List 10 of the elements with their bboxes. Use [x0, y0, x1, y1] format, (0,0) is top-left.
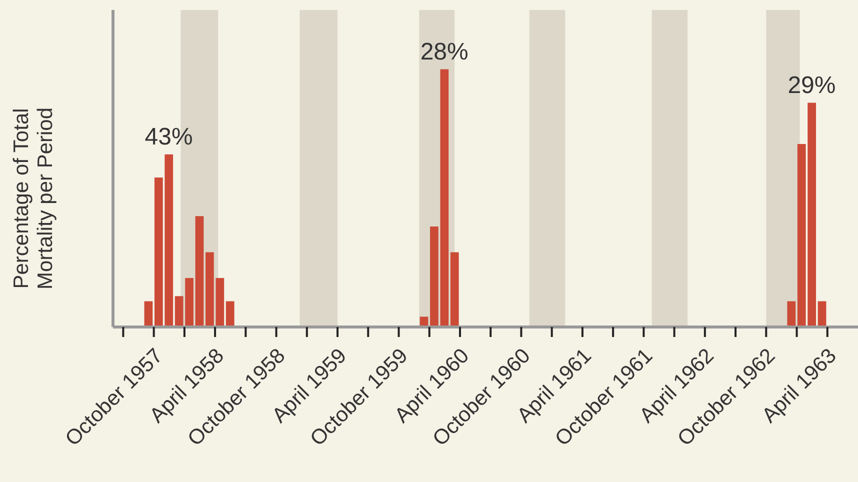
bar — [195, 216, 204, 327]
bar — [450, 252, 459, 327]
bar — [226, 301, 234, 327]
bar — [144, 301, 153, 327]
annotation: 28% — [420, 38, 468, 66]
annotation: 43% — [144, 123, 193, 150]
y-axis-title: Percentage of Total Mortality per Period — [10, 107, 57, 290]
bar — [787, 301, 796, 327]
annotation: 29% — [788, 72, 836, 99]
bar — [818, 301, 826, 327]
